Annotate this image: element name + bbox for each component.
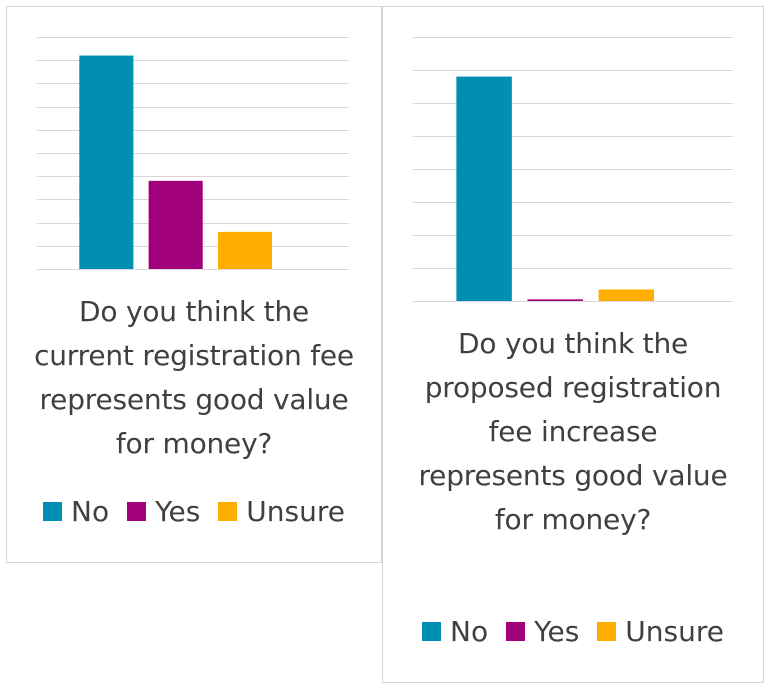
bar-unsure [217,231,273,269]
legend-label-yes: Yes [534,615,580,648]
bar-no [456,76,512,301]
chart-panel-current-fee: Do you think the current registration fe… [6,6,382,563]
legend-swatch-no [43,502,62,521]
chart-panel-proposed-fee: Do you think the proposed registration f… [382,6,764,683]
legend-label-unsure: Unsure [625,615,724,648]
legend-swatch-unsure [597,622,617,641]
bar-yes [527,299,583,301]
chart-plot-proposed-fee [413,37,733,302]
chart-legend: No Yes Unsure [7,495,381,528]
legend-label-no: No [450,615,489,648]
chart-title: Do you think the proposed registration f… [418,327,728,536]
bar-unsure [598,289,655,301]
chart-plot-current-fee [37,37,349,270]
legend-swatch-unsure [218,502,238,521]
legend-item-yes: Yes [506,615,579,648]
legend-item-no: No [43,495,109,528]
legend-swatch-no [422,622,441,641]
chart-title: Do you think the current registration fe… [34,295,354,460]
legend-label-yes: Yes [155,495,201,528]
legend-swatch-yes [506,622,526,641]
legend-label-no: No [71,495,110,528]
bar-no [79,55,134,269]
bar-yes [148,180,203,269]
legend-swatch-yes [127,502,147,521]
chart-legend: No Yes Unsure [383,615,763,648]
legend-item-yes: Yes [127,495,200,528]
legend-item-unsure: Unsure [218,495,345,528]
legend-label-unsure: Unsure [246,495,345,528]
legend-item-unsure: Unsure [597,615,724,648]
legend-item-no: No [422,615,488,648]
